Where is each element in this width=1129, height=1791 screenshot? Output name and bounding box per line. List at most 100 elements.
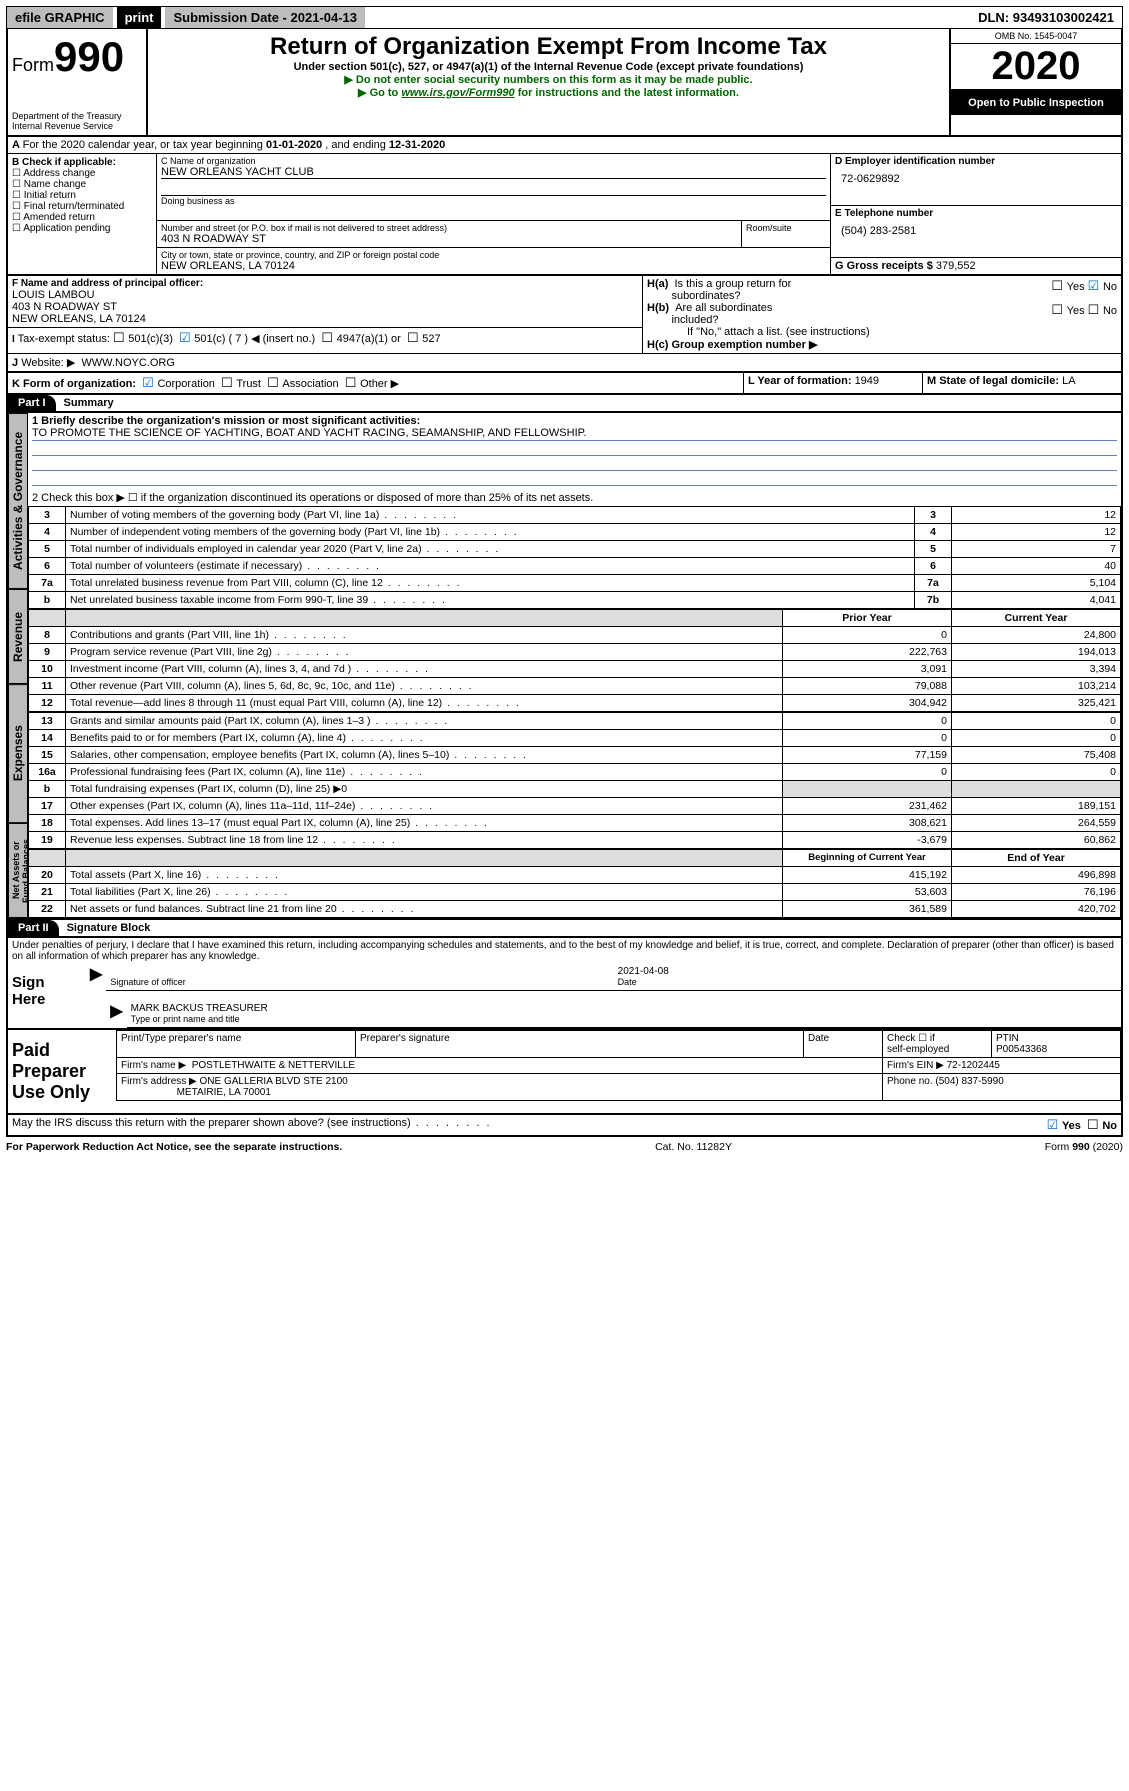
hb-no[interactable] — [1088, 305, 1103, 317]
org-addr: 403 N ROADWAY ST — [161, 233, 737, 245]
domicile: LA — [1062, 375, 1075, 387]
col-curr: Current Year — [952, 610, 1121, 627]
k-lbl: K Form of organization: — [12, 378, 136, 390]
table-row: 14Benefits paid to or for members (Part … — [29, 730, 1121, 747]
cb-trust[interactable] — [221, 378, 236, 390]
e-lbl: E Telephone number — [835, 208, 1117, 219]
foot-left: For Paperwork Reduction Act Notice, see … — [6, 1141, 342, 1153]
a-text: For the 2020 calendar year, or tax year … — [23, 139, 266, 151]
tax-year: 2020 — [951, 44, 1121, 91]
a-begin: 01-01-2020 — [266, 139, 322, 151]
cb-4947[interactable] — [321, 333, 336, 345]
col-prior: Prior Year — [783, 610, 952, 627]
submission-date: Submission Date - 2021-04-13 — [165, 7, 365, 28]
sub-label: Submission Date - — [173, 10, 290, 25]
section-b-g: B Check if applicable: Address change Na… — [6, 154, 1123, 276]
col-begin: Beginning of Current Year — [783, 850, 952, 867]
hb-note: If "No," attach a list. (see instruction… — [647, 326, 1117, 338]
rev-table: Prior Year Current Year 8Contributions a… — [28, 609, 1121, 712]
m-lbl: M State of legal domicile: — [927, 375, 1062, 387]
discuss-no[interactable] — [1087, 1120, 1102, 1132]
cb-amended[interactable]: Amended return — [12, 212, 152, 223]
table-row: 11Other revenue (Part VIII, column (A), … — [29, 678, 1121, 695]
cb-501c[interactable] — [179, 333, 194, 345]
a-end: 12-31-2020 — [389, 139, 445, 151]
discuss-row: May the IRS discuss this return with the… — [6, 1115, 1123, 1137]
c-name-lbl: C Name of organization — [161, 156, 826, 166]
row-klm: K Form of organization: Corporation Trus… — [6, 373, 1123, 395]
foot-mid: Cat. No. 11282Y — [655, 1141, 732, 1153]
form-title: Return of Organization Exempt From Incom… — [158, 33, 939, 61]
irs-label: Internal Revenue Service — [12, 121, 142, 131]
officer-name: LOUIS LAMBOU — [12, 289, 638, 301]
table-row: bNet unrelated business taxable income f… — [29, 592, 1121, 609]
table-row: bTotal fundraising expenses (Part IX, co… — [29, 781, 1121, 798]
col-end: End of Year — [952, 850, 1121, 867]
cb-527[interactable] — [407, 333, 422, 345]
print-btn[interactable]: print — [117, 7, 162, 28]
ha-yes[interactable] — [1051, 281, 1066, 293]
i-lbl: Tax-exempt status: — [18, 333, 110, 345]
cb-app-pending[interactable]: Application pending — [12, 223, 152, 234]
officer-sig-name: MARK BACKUS TREASURER — [131, 1003, 268, 1014]
table-row: 13Grants and similar amounts paid (Part … — [29, 713, 1121, 730]
table-row: 6Total number of volunteers (estimate if… — [29, 558, 1121, 575]
gov-table: 3Number of voting members of the governi… — [28, 506, 1121, 609]
org-name: NEW ORLEANS YACHT CLUB — [161, 166, 826, 178]
part1-badge: Part I — [8, 395, 56, 411]
efile-btn[interactable]: efile GRAPHIC — [7, 7, 113, 28]
perjury-decl: Under penalties of perjury, I declare th… — [6, 938, 1123, 964]
firm-addr: ONE GALLERIA BLVD STE 2100 — [200, 1076, 348, 1087]
cb-address-change[interactable]: Address change — [12, 168, 152, 179]
tab-expenses: Expenses — [8, 684, 28, 823]
j-lbl: Website: ▶ — [21, 357, 75, 369]
l1-label: 1 Briefly describe the organization's mi… — [32, 415, 420, 427]
arrow-icon: ▶ — [86, 964, 106, 1028]
tab-revenue: Revenue — [8, 589, 28, 684]
cb-initial-return[interactable]: Initial return — [12, 190, 152, 201]
b-label: B Check if applicable: — [12, 157, 152, 168]
officer-addr1: 403 N ROADWAY ST — [12, 301, 638, 313]
city-lbl: City or town, state or province, country… — [161, 250, 826, 260]
form-header: Form990 Department of the Treasury Inter… — [6, 29, 1123, 137]
gross-receipts: 379,552 — [936, 260, 976, 272]
ha-no[interactable] — [1088, 281, 1103, 293]
subtitle-3: ▶ Go to www.irs.gov/Form990 for instruct… — [158, 86, 939, 99]
hb-yes[interactable] — [1051, 305, 1066, 317]
cb-assoc[interactable] — [267, 378, 282, 390]
prep-date-lbl: Date — [804, 1031, 883, 1058]
form-number: Form990 — [12, 33, 142, 81]
discuss-yes[interactable] — [1047, 1120, 1062, 1132]
prep-name-lbl: Print/Type preparer's name — [117, 1031, 356, 1058]
dept-treasury: Department of the Treasury — [12, 111, 142, 121]
exp-table: 13Grants and similar amounts paid (Part … — [28, 712, 1121, 849]
discuss-q: May the IRS discuss this return with the… — [12, 1117, 411, 1129]
cb-corp[interactable] — [142, 378, 157, 390]
hc-lbl: H(c) Group exemption number ▶ — [647, 339, 817, 351]
room-lbl: Room/suite — [746, 223, 826, 233]
sub-date: 2021-04-13 — [291, 10, 358, 25]
part2-header: Part II Signature Block — [6, 920, 1123, 938]
irs-link[interactable]: www.irs.gov/Form990 — [401, 87, 514, 99]
cb-other[interactable] — [345, 378, 360, 390]
table-row: 4Number of independent voting members of… — [29, 524, 1121, 541]
footer: For Paperwork Reduction Act Notice, see … — [6, 1137, 1123, 1153]
table-row: 12Total revenue—add lines 8 through 11 (… — [29, 695, 1121, 712]
sig-date: 2021-04-08 — [618, 966, 669, 977]
mission-text: TO PROMOTE THE SCIENCE OF YACHTING, BOAT… — [32, 427, 587, 439]
cb-501c3[interactable] — [113, 333, 128, 345]
table-row: 21Total liabilities (Part X, line 26)53,… — [29, 884, 1121, 901]
dln-label: DLN: — [978, 10, 1013, 25]
table-row: 8Contributions and grants (Part VIII, li… — [29, 627, 1121, 644]
cb-final-return[interactable]: Final return/terminated — [12, 201, 152, 212]
summary-block: Activities & Governance Revenue Expenses… — [6, 413, 1123, 920]
table-row: 3Number of voting members of the governi… — [29, 507, 1121, 524]
dln-value: 93493103002421 — [1013, 10, 1114, 25]
part1-title: Summary — [56, 395, 122, 411]
table-row: 19Revenue less expenses. Subtract line 1… — [29, 832, 1121, 849]
paid-title: Paid Preparer Use Only — [8, 1030, 116, 1113]
cb-name-change[interactable]: Name change — [12, 179, 152, 190]
sign-here: Sign Here — [8, 964, 86, 1028]
tab-netassets: Net Assets or Fund Balances — [8, 823, 28, 918]
sig-label: Signature of officer — [110, 977, 185, 987]
